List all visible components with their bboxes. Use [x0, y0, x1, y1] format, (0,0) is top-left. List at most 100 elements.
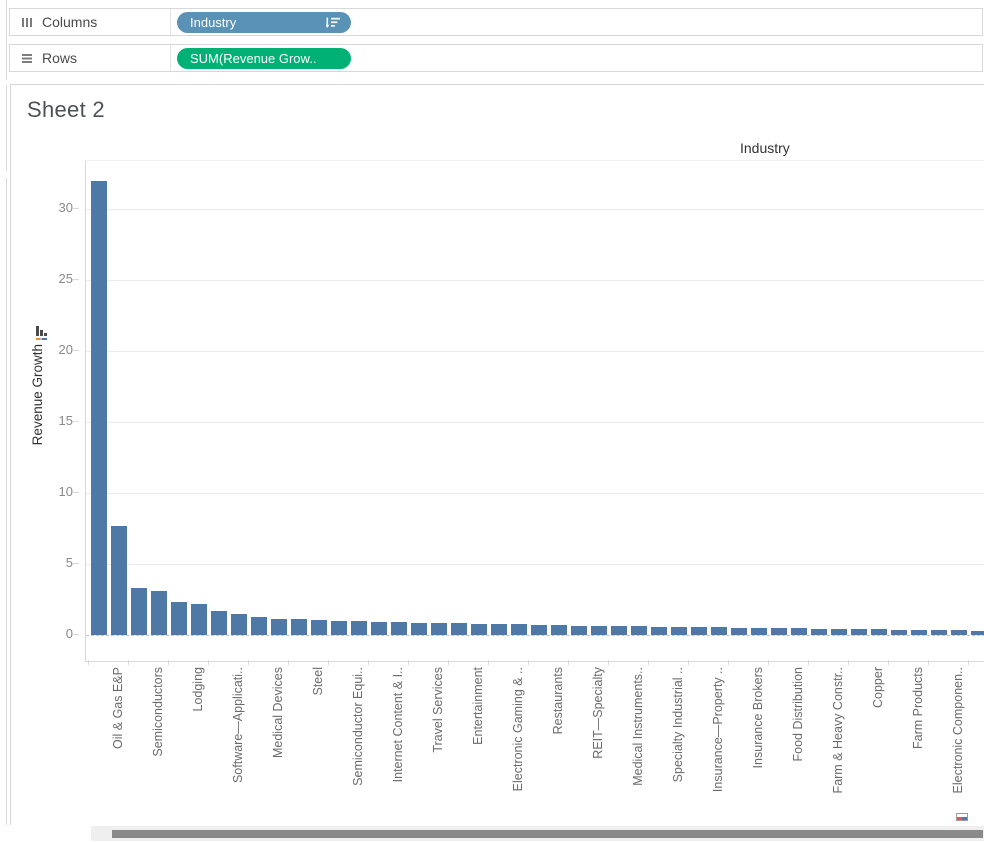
bar[interactable]: [491, 624, 507, 635]
bar[interactable]: [811, 629, 827, 635]
x-tick-mark: [648, 660, 649, 665]
x-tick-mark: [168, 660, 169, 665]
x-category-label[interactable]: Internet Content & I..: [391, 667, 405, 783]
x-category-label[interactable]: Software—Applicati..: [231, 667, 245, 784]
bar[interactable]: [551, 625, 567, 635]
x-category-label[interactable]: Electronic Gaming & ..: [511, 667, 525, 792]
bar[interactable]: [291, 619, 307, 635]
bar[interactable]: [151, 591, 167, 635]
bar[interactable]: [891, 630, 907, 635]
columns-shelf-label: Columns: [42, 14, 98, 30]
bar[interactable]: [691, 627, 707, 635]
x-category-label[interactable]: Specialty Industrial ..: [671, 667, 685, 783]
bar[interactable]: [451, 623, 467, 635]
x-tick-mark: [808, 660, 809, 665]
bar[interactable]: [571, 626, 587, 635]
x-category-label[interactable]: REIT—Specialty: [591, 667, 605, 759]
bar[interactable]: [371, 622, 387, 635]
y-tick-label: 25: [58, 271, 73, 286]
bar[interactable]: [271, 619, 287, 635]
bar[interactable]: [731, 628, 747, 635]
bar[interactable]: [851, 629, 867, 635]
zero-gridline: [86, 635, 984, 636]
industry-pill-label: Industry: [190, 14, 237, 30]
x-category-label[interactable]: Medical Devices: [271, 667, 285, 759]
x-axis-ticks: [85, 660, 984, 666]
bar[interactable]: [171, 602, 187, 635]
bar[interactable]: [191, 604, 207, 635]
x-category-label[interactable]: Insurance Brokers: [751, 667, 765, 769]
bar[interactable]: [411, 623, 427, 635]
x-category-label[interactable]: Electronic Componen..: [951, 667, 965, 794]
bar[interactable]: [211, 611, 227, 635]
bar[interactable]: [971, 631, 984, 635]
bar[interactable]: [651, 627, 667, 635]
x-category-label[interactable]: Insurance—Property ..: [711, 667, 725, 793]
bar[interactable]: [231, 614, 247, 635]
y-axis[interactable]: 0 5 10 15 20 25 30: [41, 160, 79, 660]
bar[interactable]: [111, 526, 127, 635]
bar[interactable]: [831, 629, 847, 635]
bar[interactable]: [611, 626, 627, 635]
x-category-label[interactable]: Steel: [311, 667, 325, 696]
x-tick-mark: [528, 660, 529, 665]
bar[interactable]: [671, 627, 687, 635]
y-tick-mark: [73, 208, 79, 209]
x-category-label[interactable]: Farm Products: [911, 667, 925, 749]
bar[interactable]: [131, 588, 147, 635]
y-tick-label: 20: [58, 342, 73, 357]
x-category-label[interactable]: Restaurants: [551, 667, 565, 735]
x-category-label[interactable]: Entertainment: [471, 667, 485, 745]
columns-bars-icon: [21, 17, 33, 28]
x-category-label[interactable]: Semiconductors: [151, 667, 165, 757]
bar[interactable]: [951, 630, 967, 635]
bar[interactable]: [871, 629, 887, 635]
bar[interactable]: [91, 181, 107, 635]
x-category-label[interactable]: Copper: [871, 667, 885, 708]
bar[interactable]: [471, 624, 487, 635]
x-tick-mark: [688, 660, 689, 665]
bar[interactable]: [431, 623, 447, 635]
bar[interactable]: [931, 630, 947, 635]
bar[interactable]: [311, 620, 327, 635]
bar[interactable]: [251, 617, 267, 635]
bar[interactable]: [711, 627, 727, 635]
y-tick-label: 5: [65, 555, 73, 570]
sort-descending-icon[interactable]: [326, 17, 341, 28]
bar[interactable]: [751, 628, 767, 635]
y-axis-title[interactable]: Revenue Growth: [30, 344, 45, 446]
bar[interactable]: [631, 626, 647, 635]
columns-shelf-head: Columns: [10, 9, 171, 35]
bar[interactable]: [791, 628, 807, 635]
bar[interactable]: [591, 626, 607, 635]
bar[interactable]: [331, 621, 347, 635]
x-category-label[interactable]: Food Distribution: [791, 667, 805, 762]
axis-sort-icon[interactable]: [36, 326, 50, 343]
plot-pane: [85, 160, 984, 662]
x-tick-mark: [208, 660, 209, 665]
columns-shelf[interactable]: Columns Industry: [9, 8, 983, 36]
bar[interactable]: [531, 625, 547, 635]
sum-revenue-growth-pill[interactable]: SUM(Revenue Grow..: [177, 47, 351, 69]
bar[interactable]: [911, 630, 927, 635]
bar[interactable]: [771, 628, 787, 635]
horizontal-scrollbar-thumb[interactable]: [112, 830, 983, 838]
x-category-label[interactable]: Medical Instruments..: [631, 667, 645, 786]
horizontal-scrollbar-track[interactable]: [91, 826, 984, 841]
bar[interactable]: [351, 621, 367, 635]
x-category-label[interactable]: Oil & Gas E&P: [111, 667, 125, 749]
bar[interactable]: [391, 622, 407, 635]
x-tick-mark: [88, 660, 89, 665]
rows-shelf[interactable]: Rows SUM(Revenue Grow..: [9, 44, 983, 72]
industry-column-header[interactable]: Industry: [740, 140, 790, 156]
x-category-label[interactable]: Lodging: [191, 667, 205, 712]
x-category-label[interactable]: Farm & Heavy Constr..: [831, 667, 845, 794]
x-tick-mark: [608, 660, 609, 665]
industry-pill[interactable]: Industry: [177, 11, 351, 33]
bar[interactable]: [511, 624, 527, 635]
x-tick-mark: [328, 660, 329, 665]
x-category-label[interactable]: Semiconductor Equi..: [351, 667, 365, 786]
x-category-label[interactable]: Travel Services: [431, 667, 445, 753]
gridline: [86, 564, 984, 565]
rows-shelf-label: Rows: [42, 50, 78, 66]
